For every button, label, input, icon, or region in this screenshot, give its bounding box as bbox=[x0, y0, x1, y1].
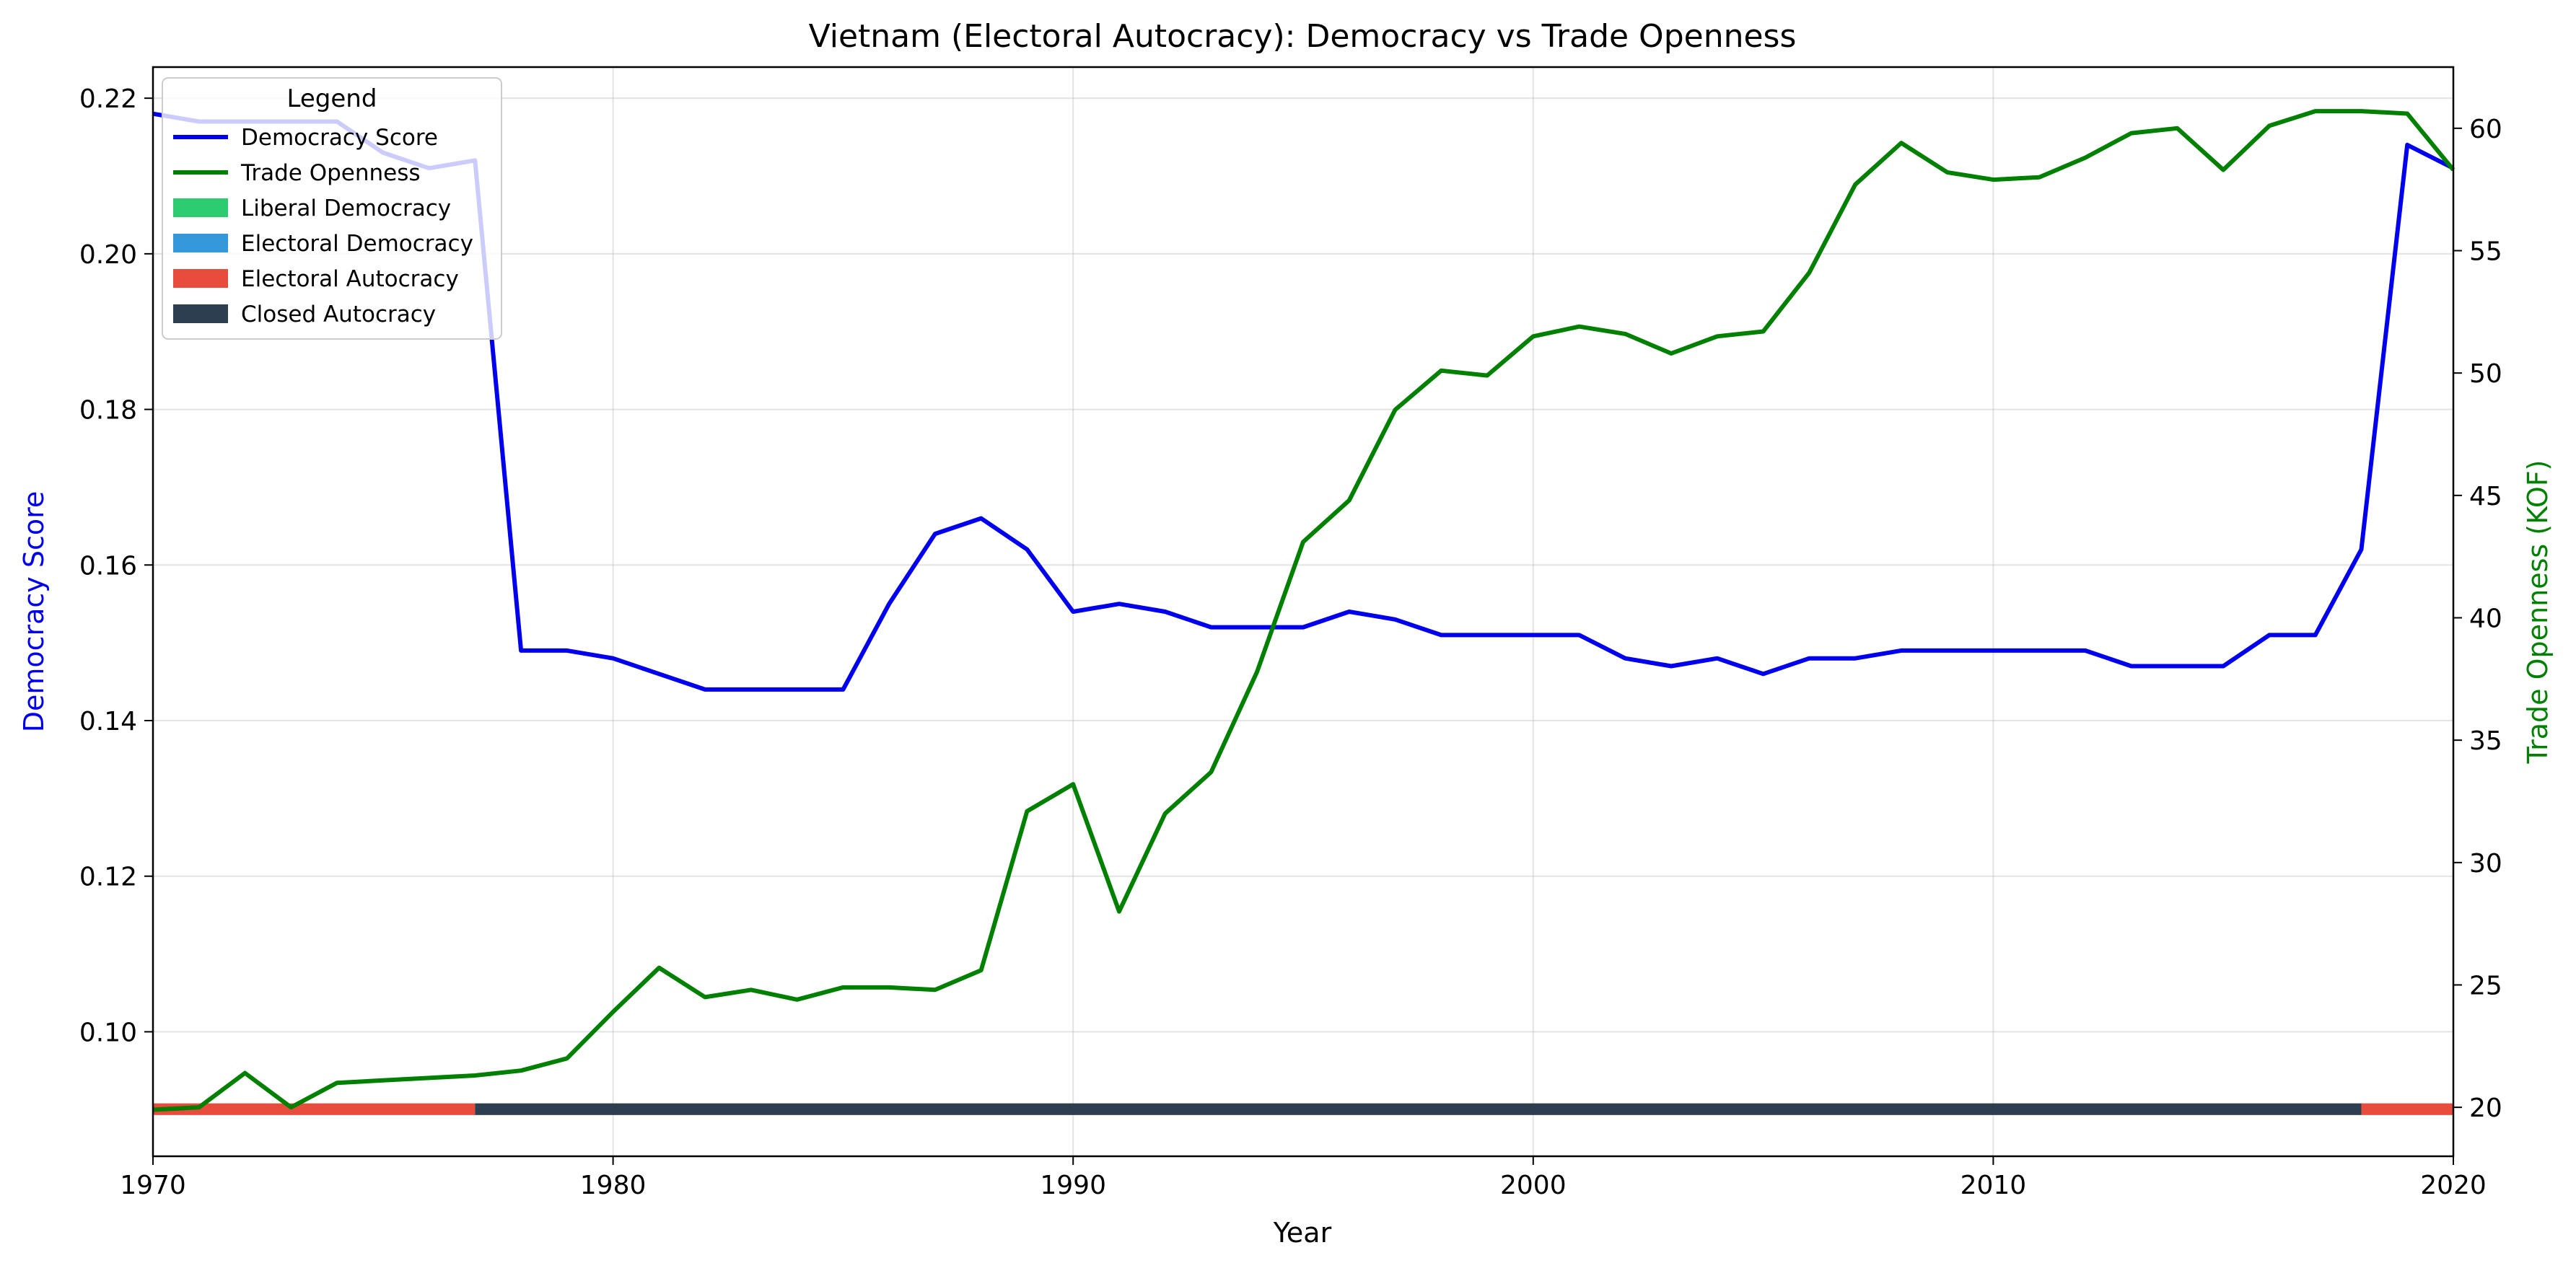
x-tick-label: 2000 bbox=[1500, 1171, 1567, 1200]
legend-title: Legend bbox=[287, 84, 377, 113]
x-tick-label: 2010 bbox=[1961, 1171, 2027, 1200]
legend-patch-swatch bbox=[173, 234, 228, 252]
y-right-tick-label: 25 bbox=[2469, 971, 2502, 1000]
series-line bbox=[152, 109, 2455, 1112]
legend-entry-label: Democracy Score bbox=[241, 125, 438, 151]
y-axis-left-label: Democracy Score bbox=[18, 491, 50, 733]
x-tick-label: 1970 bbox=[120, 1171, 186, 1200]
y-left-tick-label: 0.12 bbox=[79, 863, 137, 892]
y-right-tick-label: 45 bbox=[2469, 482, 2502, 511]
y-right-tick-label: 50 bbox=[2469, 359, 2502, 389]
legend-entry-label: Electoral Autocracy bbox=[241, 266, 459, 292]
legend-patch-swatch bbox=[173, 198, 228, 217]
legend-patch-swatch bbox=[173, 269, 228, 288]
x-tick-label: 1980 bbox=[580, 1171, 647, 1200]
x-axis-label: Year bbox=[1273, 1217, 1332, 1249]
y-axis-right-label: Trade Openness (KOF) bbox=[2522, 459, 2554, 764]
legend-entry-label: Trade Openness bbox=[240, 160, 421, 186]
y-left-tick-label: 0.16 bbox=[79, 551, 137, 581]
y-right-tick-label: 30 bbox=[2469, 849, 2502, 879]
series-line bbox=[152, 111, 2455, 692]
y-left-tick-label: 0.20 bbox=[79, 240, 137, 270]
legend-entry-label: Electoral Democracy bbox=[241, 231, 473, 257]
y-right-tick-label: 40 bbox=[2469, 604, 2502, 633]
y-right-tick-label: 35 bbox=[2469, 726, 2502, 756]
y-axis-left: 0.10 0.12 0.14 0.16 0.18 0.20 0.22 bbox=[79, 84, 153, 1047]
y-left-tick-label: 0.10 bbox=[79, 1018, 137, 1047]
series-lines bbox=[152, 109, 2455, 1112]
x-tick-label: 2020 bbox=[2420, 1171, 2487, 1200]
y-right-tick-label: 55 bbox=[2469, 237, 2502, 266]
regime-band bbox=[2361, 1103, 2453, 1115]
legend-box bbox=[162, 77, 502, 340]
y-axis-right: 20 25 30 35 40 45 50 55 60 bbox=[2453, 115, 2502, 1123]
y-left-tick-label: 0.18 bbox=[79, 396, 137, 426]
y-right-tick-label: 20 bbox=[2469, 1094, 2502, 1123]
legend-entry-label: Closed Autocracy bbox=[241, 302, 436, 327]
regime-band bbox=[153, 1103, 476, 1115]
y-left-tick-label: 0.22 bbox=[79, 84, 137, 114]
legend: Legend Democracy Score Trade Openness Libe… bbox=[162, 77, 502, 340]
legend-entries: Democracy Score Trade Openness Liberal Dem… bbox=[173, 125, 473, 327]
plot-frame bbox=[152, 66, 2455, 1158]
legend-entry-label: Liberal Democracy bbox=[241, 195, 451, 221]
x-tick-label: 1990 bbox=[1040, 1171, 1106, 1200]
regime-band bbox=[475, 1103, 2362, 1115]
regime-bands bbox=[153, 1103, 2453, 1115]
legend-patch-swatch bbox=[173, 304, 228, 323]
y-left-tick-label: 0.14 bbox=[79, 707, 137, 736]
chart-title: Vietnam (Electoral Autocracy): Democracy… bbox=[809, 18, 1797, 55]
y-right-tick-label: 60 bbox=[2469, 115, 2502, 144]
x-axis: 1970 1980 1990 2000 2010 2020 bbox=[120, 1156, 2487, 1200]
